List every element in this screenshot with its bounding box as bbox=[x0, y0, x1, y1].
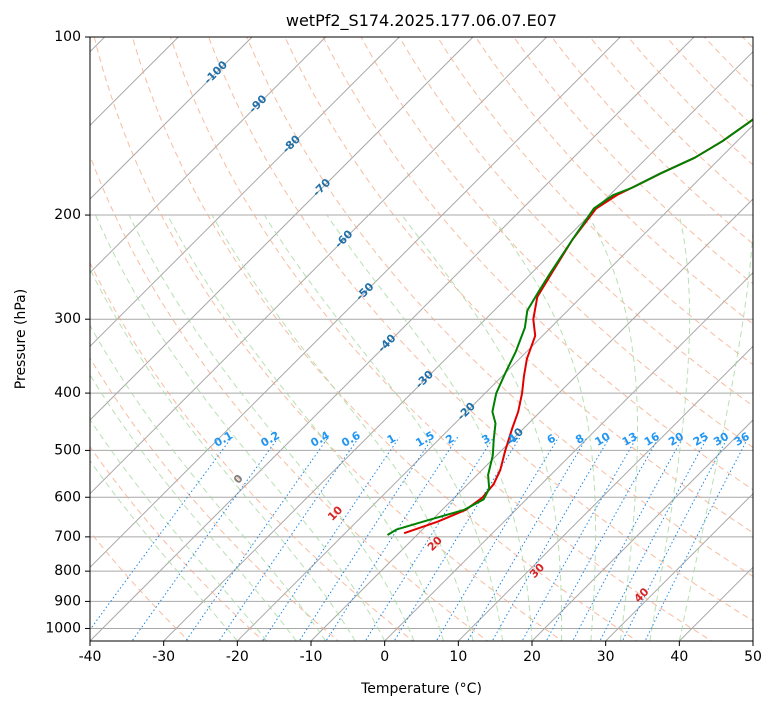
sounding-series bbox=[386, 118, 753, 536]
mixing-ratio-line bbox=[185, 436, 329, 641]
isotherm-line bbox=[236, 124, 753, 641]
mixing-ratio-line bbox=[644, 436, 749, 641]
isotherm-line bbox=[90, 37, 548, 495]
isotherm-line bbox=[604, 492, 753, 641]
x-tick-label: -10 bbox=[300, 649, 323, 665]
isotherm-line bbox=[310, 198, 753, 641]
dry-adiabat-line bbox=[90, 154, 489, 641]
isotherm-line bbox=[90, 37, 474, 421]
x-tick-label: 30 bbox=[597, 649, 615, 665]
dry-adiabat-line bbox=[208, 37, 753, 622]
x-tick-label: 40 bbox=[670, 649, 688, 665]
moist-adiabat-line bbox=[90, 268, 356, 641]
x-tick-label: 0 bbox=[380, 649, 389, 665]
mixing-ratio-line bbox=[599, 436, 708, 641]
isotherm-line bbox=[457, 345, 753, 641]
x-tick-label: 20 bbox=[523, 649, 541, 665]
mixing-ratio-line bbox=[545, 436, 660, 641]
isotherm-line bbox=[531, 419, 753, 641]
moist-adiabat-line bbox=[90, 373, 297, 641]
x-tick-label: -20 bbox=[226, 649, 249, 665]
y-tick-label: 1000 bbox=[45, 620, 81, 636]
isotherm-line bbox=[90, 37, 401, 348]
moist-adiabat-line bbox=[128, 214, 415, 641]
background-lines bbox=[90, 37, 753, 641]
x-tick-label: 10 bbox=[449, 649, 467, 665]
dry-adiabat-line bbox=[90, 261, 414, 641]
moist-adiabat-line bbox=[649, 214, 691, 641]
mixing-ratio-line bbox=[621, 436, 729, 641]
y-axis-label: Pressure (hPa) bbox=[13, 289, 29, 389]
x-tick-label: 50 bbox=[744, 649, 762, 665]
isotherm-line bbox=[90, 37, 622, 569]
y-tick-label: 900 bbox=[54, 593, 81, 609]
mixing-ratio-line bbox=[364, 436, 495, 641]
isotherm-line bbox=[90, 37, 180, 127]
dry-adiabat-line bbox=[90, 445, 265, 641]
y-tick-label: 500 bbox=[54, 442, 81, 458]
isotherm-line bbox=[383, 271, 753, 641]
mixing-ratio-line bbox=[393, 436, 521, 641]
dry-adiabat-line bbox=[93, 37, 564, 641]
moist-adiabat-line bbox=[401, 214, 563, 641]
moist-adiabat-line bbox=[90, 418, 268, 641]
moist-adiabat-line bbox=[90, 459, 238, 641]
mixing-ratio-line bbox=[435, 436, 560, 641]
moist-adiabat-line bbox=[95, 214, 386, 641]
x-axis-label: Temperature (°C) bbox=[360, 681, 482, 697]
chart-title: wetPf2_S174.2025.177.06.07.E07 bbox=[286, 11, 557, 31]
isotherm-line bbox=[90, 37, 253, 200]
dry-adiabat-line bbox=[475, 37, 753, 325]
y-tick-label: 800 bbox=[54, 563, 81, 579]
isotherm-line bbox=[90, 37, 327, 274]
x-tick-label: -30 bbox=[152, 649, 175, 665]
y-tick-label: 400 bbox=[54, 385, 81, 401]
moist-adiabat-line bbox=[678, 223, 753, 641]
moist-adiabat-line bbox=[490, 214, 597, 641]
y-tick-label: 100 bbox=[54, 29, 81, 45]
mixing-ratio-line bbox=[218, 436, 360, 641]
plot-background bbox=[90, 37, 753, 641]
dry-adiabat-line bbox=[131, 37, 638, 641]
mixing-ratio-line bbox=[466, 436, 588, 641]
isotherm-line bbox=[162, 50, 753, 641]
axis-ticks: -40 -30 -20 -10 0 10 20 30 40 50 100 200 300 400 500 60… bbox=[45, 29, 762, 665]
mixing-ratio-line bbox=[298, 436, 434, 641]
y-tick-label: 200 bbox=[54, 207, 81, 223]
temperature-trace bbox=[403, 118, 753, 535]
moist-adiabat-line bbox=[326, 214, 533, 641]
moist-adiabat-line bbox=[211, 214, 474, 641]
moist-adiabat-line bbox=[90, 324, 327, 641]
plot-frame bbox=[89, 36, 754, 642]
mixing-ratio-line bbox=[521, 436, 638, 641]
mixing-ratio-line bbox=[325, 436, 459, 641]
x-tick-label: -40 bbox=[79, 649, 102, 665]
moist-adiabat-line bbox=[587, 214, 638, 641]
dry-adiabat-line bbox=[513, 37, 753, 285]
isotherm-line bbox=[90, 37, 695, 641]
mixing-ratio-line bbox=[491, 436, 611, 641]
y-tick-label: 700 bbox=[54, 529, 81, 545]
y-tick-label: 300 bbox=[54, 311, 81, 327]
moist-adiabat-line bbox=[263, 214, 503, 641]
mixing-ratio-line bbox=[90, 436, 233, 631]
y-tick-label: 600 bbox=[54, 489, 81, 505]
dewpoint-trace bbox=[386, 118, 753, 536]
dry-adiabat-line bbox=[90, 357, 340, 641]
